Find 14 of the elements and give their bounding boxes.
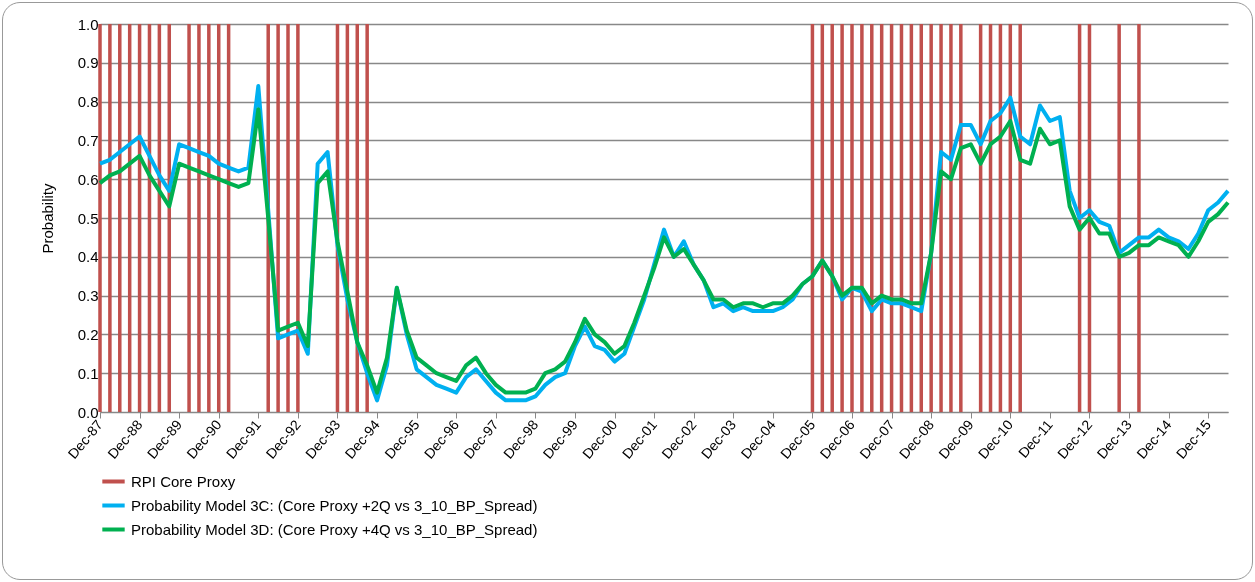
legend-label: RPI Core Proxy <box>131 472 236 490</box>
y-tick-label: 0.5 <box>77 209 99 227</box>
y-tick-label: 0.8 <box>77 93 99 111</box>
y-tick-label: 0.6 <box>77 170 99 188</box>
y-tick-label: 0.3 <box>77 287 99 305</box>
y-tick-label: 0.4 <box>77 248 99 266</box>
y-tick-label: 0.7 <box>77 131 99 149</box>
legend-label: Probability Model 3D: (Core Proxy +4Q vs 3_10_BP_Spread) <box>131 520 538 538</box>
y-tick-label: 1.0 <box>77 15 99 33</box>
legend-label: Probability Model 3C: (Core Proxy +2Q vs 3_10_BP_Spread) <box>131 496 538 514</box>
y-tick-label: 0.9 <box>77 54 99 72</box>
y-axis-title: Probability <box>38 182 56 254</box>
y-tick-label: 0.2 <box>77 325 99 343</box>
y-tick-label: 0.1 <box>77 364 99 382</box>
